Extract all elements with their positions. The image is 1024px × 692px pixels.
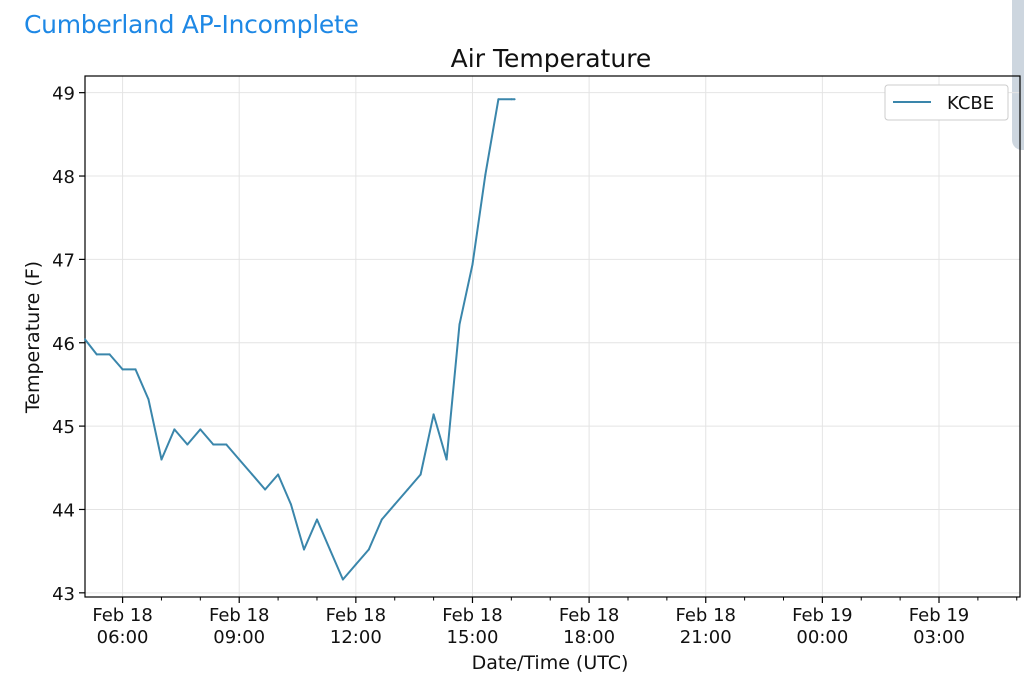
data-point [251, 473, 254, 476]
data-point [277, 473, 280, 476]
x-tick-label-time: 21:00 [680, 627, 732, 648]
data-point [354, 563, 357, 566]
y-tick-label: 48 [52, 167, 75, 188]
x-tick-label-time: 18:00 [563, 627, 615, 648]
x-tick-label-date: Feb 18 [675, 605, 736, 626]
page-title: Cumberland AP-Incomplete [24, 10, 359, 39]
x-tick-label-time: 12:00 [330, 627, 382, 648]
series-line-kcbe [84, 98, 515, 581]
y-axis: 43 44 45 46 47 48 49 [52, 84, 85, 605]
x-tick-label-date: Feb 18 [326, 605, 387, 626]
data-point [328, 548, 331, 551]
data-point [497, 98, 500, 101]
data-point [264, 488, 267, 491]
x-tick-label-time: 00:00 [796, 627, 848, 648]
data-point [510, 98, 513, 101]
series-layer [84, 98, 516, 581]
data-point [380, 518, 383, 521]
data-point [84, 338, 86, 341]
y-tick-label: 43 [52, 584, 75, 605]
data-point [290, 503, 292, 506]
data-point [432, 413, 435, 416]
legend: KCBE [884, 84, 1009, 121]
data-point [147, 398, 150, 401]
data-point [134, 368, 137, 371]
x-axis-label: Date/Time (UTC) [472, 652, 629, 674]
x-tick-label-date: Feb 19 [792, 605, 853, 626]
data-point [341, 578, 344, 581]
data-point [471, 263, 474, 266]
data-point [160, 458, 163, 461]
data-point [173, 428, 176, 431]
x-tick-label-time: 06:00 [97, 627, 149, 648]
chart-title: Air Temperature [451, 44, 652, 73]
y-tick-label: 44 [52, 500, 75, 521]
data-point [238, 458, 241, 461]
data-point [367, 548, 370, 551]
data-point [121, 368, 124, 371]
y-tick-label: 45 [52, 417, 75, 438]
x-tick-label-date: Feb 18 [209, 605, 270, 626]
x-tick-label-time: 09:00 [213, 627, 265, 648]
data-point [212, 443, 215, 446]
data-point [316, 518, 318, 521]
data-point [445, 458, 448, 461]
x-tick-label-date: Feb 18 [442, 605, 503, 626]
y-axis-label: Temperature (F) [22, 261, 44, 414]
grid [85, 76, 1020, 597]
data-point [186, 443, 189, 446]
data-point [95, 353, 98, 356]
data-point [484, 173, 487, 176]
data-point [225, 443, 228, 446]
x-tick-label-date: Feb 18 [559, 605, 620, 626]
plot-frame [84, 75, 1021, 598]
scrollbar[interactable] [1012, 0, 1024, 150]
x-tick-label-date: Feb 19 [909, 605, 970, 626]
data-point [419, 473, 422, 476]
data-point [199, 428, 202, 431]
data-point [393, 503, 396, 506]
data-point [406, 488, 409, 491]
y-tick-label: 46 [52, 334, 75, 355]
data-point [458, 323, 461, 326]
x-tick-label-time: 15:00 [447, 627, 499, 648]
y-tick-label: 47 [52, 250, 75, 271]
x-tick-label-time: 03:00 [913, 627, 965, 648]
legend-box [884, 84, 1009, 121]
data-point [513, 98, 516, 101]
legend-label: KCBE [947, 93, 994, 114]
y-tick-label: 49 [52, 84, 75, 105]
x-tick-label-date: Feb 18 [92, 605, 153, 626]
data-point [303, 548, 305, 551]
data-point [108, 353, 111, 356]
